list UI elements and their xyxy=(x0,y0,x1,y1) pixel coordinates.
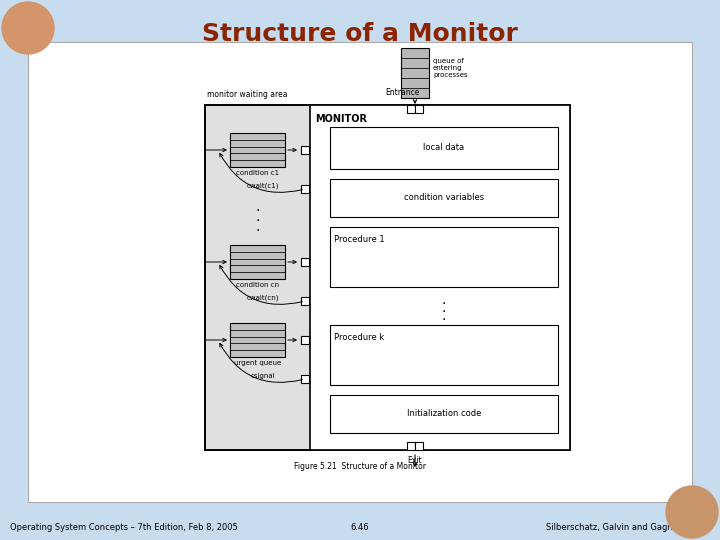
Bar xyxy=(407,105,415,113)
Text: condition cn: condition cn xyxy=(236,282,279,288)
Text: Initialization code: Initialization code xyxy=(407,409,481,418)
Text: Procedure 1: Procedure 1 xyxy=(334,235,384,244)
Bar xyxy=(301,258,309,266)
Bar xyxy=(330,395,558,433)
Text: queue of
entering
processes: queue of entering processes xyxy=(433,58,467,78)
Bar xyxy=(230,323,285,357)
Text: Figure 5.21  Structure of a Monitor: Figure 5.21 Structure of a Monitor xyxy=(294,462,426,471)
Text: 6.46: 6.46 xyxy=(351,523,369,532)
Text: local data: local data xyxy=(423,144,464,152)
Text: condition c1: condition c1 xyxy=(236,170,279,176)
Bar xyxy=(310,105,570,450)
Bar xyxy=(401,48,429,98)
Text: Exit: Exit xyxy=(408,456,423,465)
Bar xyxy=(330,325,558,385)
Bar xyxy=(330,179,558,217)
Bar xyxy=(330,227,558,287)
Text: .: . xyxy=(442,293,446,307)
Text: cwait(cn): cwait(cn) xyxy=(246,295,279,301)
Bar xyxy=(407,442,415,450)
Bar xyxy=(28,42,692,502)
Text: .: . xyxy=(256,200,260,214)
Bar xyxy=(415,442,423,450)
Text: Silberschatz, Galvin and Gagne ©2005: Silberschatz, Galvin and Gagne ©2005 xyxy=(546,523,710,532)
Bar xyxy=(301,336,309,344)
Text: condition variables: condition variables xyxy=(404,193,484,202)
Text: MONITOR: MONITOR xyxy=(315,114,367,124)
Circle shape xyxy=(666,486,718,538)
Text: cwait(c1): cwait(c1) xyxy=(246,183,279,189)
Bar xyxy=(230,245,285,279)
Bar xyxy=(301,146,309,154)
Bar xyxy=(205,105,570,450)
Text: .: . xyxy=(442,309,446,323)
Bar xyxy=(301,185,309,193)
Text: .: . xyxy=(256,210,260,224)
Bar xyxy=(301,297,309,305)
Bar xyxy=(230,133,285,167)
Text: Structure of a Monitor: Structure of a Monitor xyxy=(202,22,518,46)
Text: .: . xyxy=(256,220,260,234)
Bar xyxy=(301,375,309,383)
Text: urgent queue: urgent queue xyxy=(234,360,281,366)
Text: Operating System Concepts – 7th Edition, Feb 8, 2005: Operating System Concepts – 7th Edition,… xyxy=(10,523,238,532)
Text: csignal: csignal xyxy=(250,373,275,379)
Text: Procedure k: Procedure k xyxy=(334,333,384,342)
Text: monitor waiting area: monitor waiting area xyxy=(207,90,287,99)
Text: Entrance: Entrance xyxy=(385,88,419,97)
Bar xyxy=(205,105,570,450)
Bar xyxy=(415,105,423,113)
Bar xyxy=(330,127,558,169)
Circle shape xyxy=(2,2,54,54)
Text: .: . xyxy=(442,301,446,315)
